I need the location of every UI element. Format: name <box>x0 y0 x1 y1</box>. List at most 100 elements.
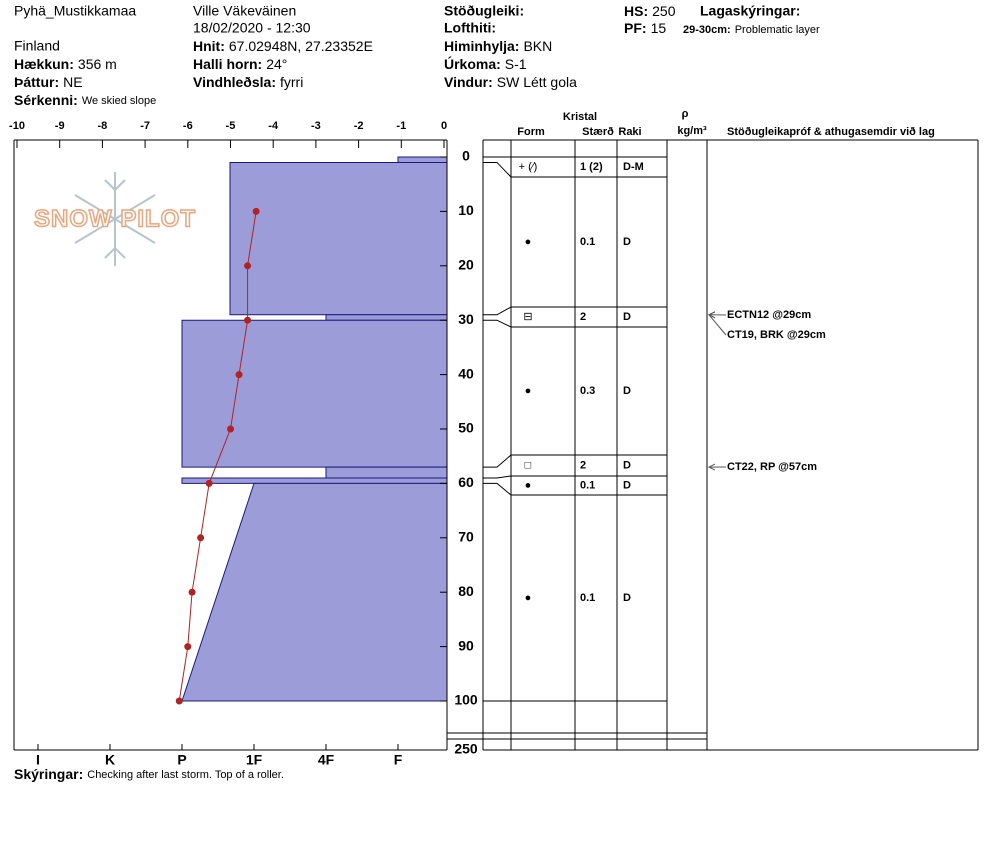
y-tick-label: 0 <box>462 148 470 164</box>
header-field: Úrkoma:S-1 <box>444 55 527 72</box>
grain-form: ● <box>525 479 532 491</box>
moisture: D <box>623 479 631 491</box>
header-field: PF:15 <box>624 20 666 36</box>
grain-form: ● <box>525 385 532 397</box>
test-label: ECTN12 @29cm <box>727 309 811 321</box>
test-arrow <box>709 315 726 335</box>
field-value: 250 <box>652 3 676 19</box>
header-field: Halli horn:24° <box>193 56 287 72</box>
x-tick-label: -6 <box>183 120 193 132</box>
temperature-point <box>253 208 260 215</box>
field-value: 356 m <box>78 56 117 72</box>
field-label: Úrkoma: <box>444 55 501 72</box>
hardness-bar <box>182 478 447 483</box>
test-label: CT22, RP @57cm <box>727 461 817 473</box>
y-tick-label: 50 <box>458 420 474 436</box>
depth-connector <box>483 307 511 315</box>
hardness-bar <box>182 320 447 467</box>
grain-size: 0.1 <box>580 236 595 248</box>
x-tick-label: -7 <box>140 120 150 132</box>
x-tick-label: -2 <box>354 120 364 132</box>
x-tick-label: -1 <box>396 120 406 132</box>
x-tick-label: -10 <box>9 120 25 132</box>
field-label: 29-30cm: <box>683 24 731 36</box>
field-label: Vindur: <box>444 74 493 90</box>
y-tick-label: 40 <box>458 365 474 381</box>
header-text: Finland <box>14 38 60 54</box>
header-field: Þáttur:NE <box>14 74 83 90</box>
column-header: kg/m³ <box>677 125 707 137</box>
logo-text: SNOW PILOT <box>34 205 196 232</box>
depth-connector <box>483 483 511 495</box>
hardness-bar <box>326 315 447 320</box>
temperature-point <box>197 534 204 541</box>
hardness-label: P <box>177 752 186 768</box>
field-label: Skýringar: <box>14 766 83 782</box>
header-text: Pyhä_Mustikkamaa <box>14 3 136 19</box>
grain-size: 0.3 <box>580 385 595 397</box>
field-label: Hnit: <box>193 38 225 54</box>
y-tick-label: 30 <box>458 311 474 327</box>
y-tick-label: 100 <box>454 692 478 708</box>
grain-size: 2 <box>580 311 586 323</box>
x-tick-label: -9 <box>55 120 65 132</box>
x-tick-label: -4 <box>268 120 279 132</box>
hardness-label: 1F <box>246 752 263 768</box>
hardness-label: K <box>105 752 115 768</box>
x-tick-label: -3 <box>311 120 321 132</box>
column-header: Raki <box>618 126 641 138</box>
column-header: Form <box>517 126 545 138</box>
total-depth-label: 250 <box>454 741 478 757</box>
temperature-point <box>206 480 213 487</box>
field-label: Sérkenni: <box>14 92 78 108</box>
test-label: CT19, BRK @29cm <box>727 329 826 341</box>
y-tick-label: 70 <box>458 529 474 545</box>
depth-connector <box>483 455 511 467</box>
field-label: Himinhylja: <box>444 38 519 54</box>
header-text: Ville Väkeväinen <box>193 3 296 19</box>
hardness-bar <box>398 157 447 162</box>
field-value: fyrri <box>280 74 303 90</box>
hardness-bar <box>326 467 447 478</box>
moisture: D <box>623 459 631 471</box>
grain-size: 0.1 <box>580 479 595 491</box>
header-label: Lagaskýringar: <box>700 3 800 19</box>
field-value: 67.02948N, 27.23352E <box>229 38 373 54</box>
field-label: Þáttur: <box>14 74 59 90</box>
moisture: D-M <box>623 161 644 173</box>
moisture: D <box>623 592 631 604</box>
temperature-point <box>227 426 234 433</box>
depth-connector <box>483 162 511 177</box>
temperature-point <box>176 698 183 705</box>
temperature-point <box>236 371 243 378</box>
field-value: 15 <box>651 20 667 36</box>
hardness-label: F <box>394 752 403 768</box>
field-value: NE <box>63 74 82 90</box>
field-value: BKN <box>523 38 552 54</box>
header-field: Vindur:SW Létt gola <box>444 74 577 90</box>
header-field: Skýringar: Checking after last storm. Top… <box>14 766 284 782</box>
field-value: 24° <box>266 56 287 72</box>
moisture: D <box>623 236 631 248</box>
field-value: SW Létt gola <box>497 74 577 90</box>
header-field: 29-30cm:Problematic layer <box>683 24 820 36</box>
field-label: Halli horn: <box>193 56 262 72</box>
field-value: Checking after last storm. Top of a roll… <box>87 769 284 781</box>
moisture: D <box>623 311 631 323</box>
grain-form: ⊟ <box>523 311 532 323</box>
depth-connector <box>483 320 511 327</box>
y-tick-label: 20 <box>458 257 474 273</box>
header-field: Vindhleðsla:fyrri <box>193 74 303 90</box>
header-field: Sérkenni: We skied slope <box>14 92 156 108</box>
grain-form: ● <box>525 592 532 604</box>
column-header: Stærð <box>582 126 614 138</box>
hardness-label: I <box>36 752 40 768</box>
temperature-point <box>189 589 196 596</box>
y-tick-label: 80 <box>458 583 474 599</box>
field-value: We skied slope <box>82 95 156 107</box>
header-field: HS:250 <box>624 3 676 19</box>
header-label: Stöðugleiki: <box>444 3 524 19</box>
column-header: ρ <box>682 108 689 120</box>
x-tick-label: 0 <box>441 120 447 132</box>
